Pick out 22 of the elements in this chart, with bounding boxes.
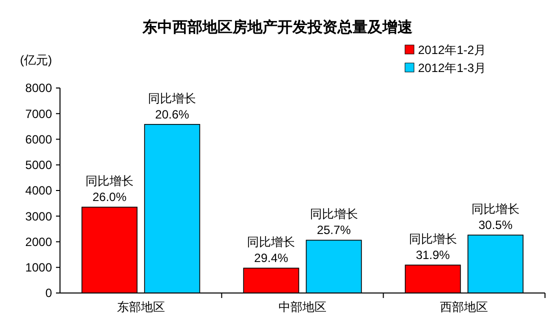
- y-tick-label: 8000: [25, 81, 52, 96]
- data-label: 同比增长 29.4%: [247, 235, 296, 266]
- chart-title: 东中西部地区房地产开发投资总量及增速: [142, 18, 414, 36]
- y-tick-label: 6000: [25, 132, 52, 146]
- y-tick-label: 0: [45, 286, 52, 300]
- data-label: 同比增长 26.0%: [86, 174, 134, 204]
- x-tick-label: 西部地区: [440, 300, 488, 314]
- data-label: 同比增长 20.6%: [148, 91, 196, 122]
- y-tick-label: 2000: [25, 234, 52, 249]
- x-tick-label: 中部地区: [278, 300, 326, 314]
- legend-label: 2012年1-2月: [418, 43, 486, 58]
- y-axis-title: (亿元): [20, 53, 52, 67]
- y-tick-label: 1000: [25, 260, 52, 275]
- data-label: 同比增长 31.9%: [408, 232, 457, 262]
- y-tick-label: 3000: [25, 209, 52, 224]
- y-tick-label: 7000: [25, 106, 52, 121]
- data-label: 同比增长 25.7%: [310, 207, 358, 238]
- legend-label: 2012年1-3月: [418, 61, 486, 76]
- x-tick-label: 东部地区: [116, 300, 165, 314]
- data-label: 同比增长 30.5%: [471, 202, 520, 232]
- y-tick-label: 5000: [25, 158, 52, 172]
- y-tick-label: 4000: [25, 184, 52, 198]
